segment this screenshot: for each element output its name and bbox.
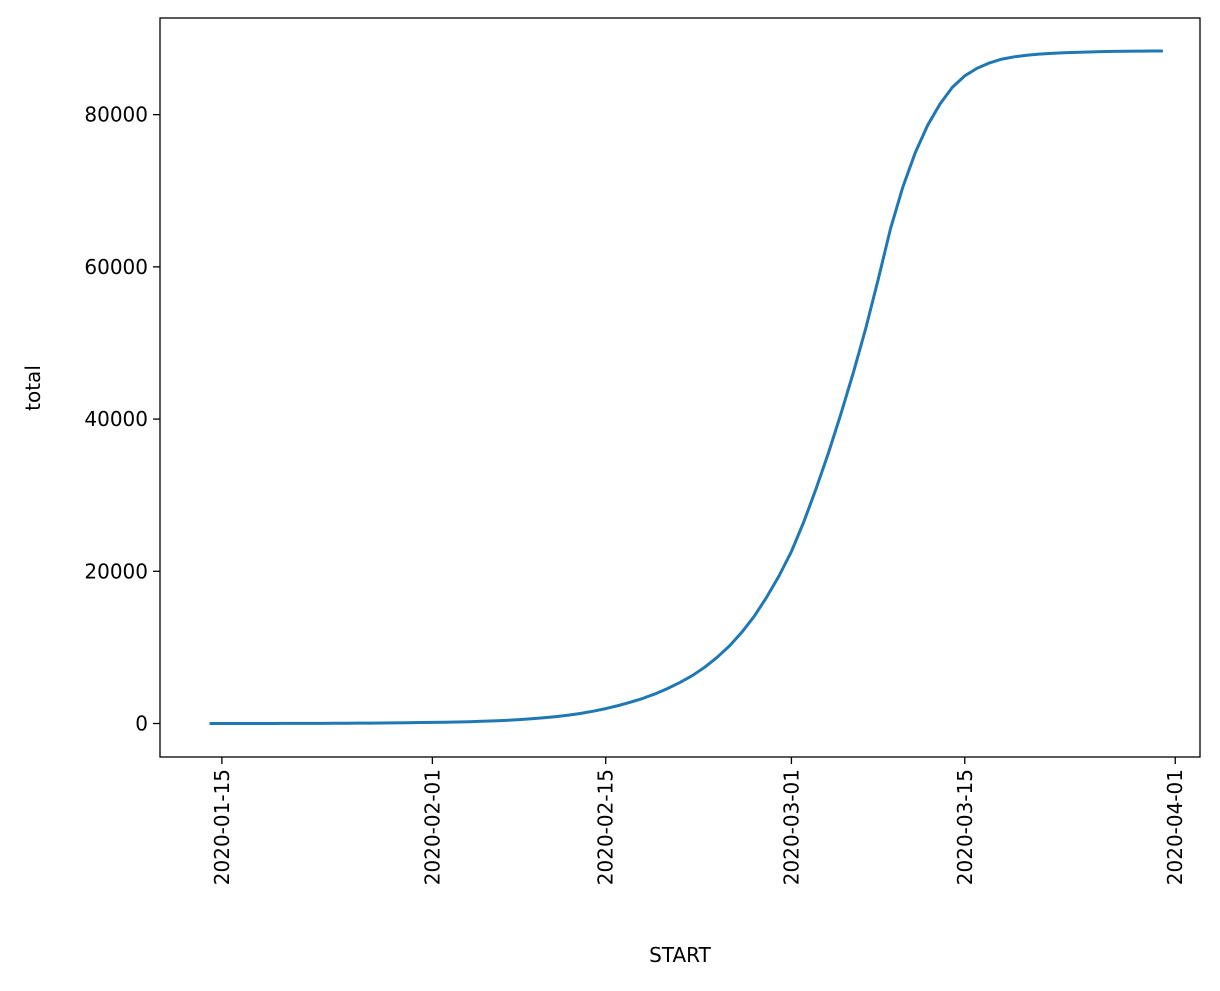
- x-tick-label: 2020-03-15: [953, 769, 977, 885]
- x-tick-label: 2020-02-15: [594, 769, 618, 885]
- y-tick-label: 20000: [84, 559, 148, 583]
- x-axis-label: START: [649, 943, 711, 967]
- x-tick-label: 2020-02-01: [420, 769, 444, 885]
- line: [209, 49, 1163, 726]
- x-tick-label: 2020-03-01: [779, 769, 803, 885]
- plot-frame: [159, 17, 1201, 758]
- y-tick-label: 40000: [84, 407, 148, 431]
- x-tick-label: 2020-01-15: [210, 769, 234, 885]
- x-tick-label: 2020-04-01: [1163, 769, 1187, 885]
- y-axis-label: total: [21, 365, 45, 411]
- y-tick-label: 80000: [84, 103, 148, 127]
- y-tick-label: 60000: [84, 255, 148, 279]
- y-tick-label: 0: [135, 712, 148, 736]
